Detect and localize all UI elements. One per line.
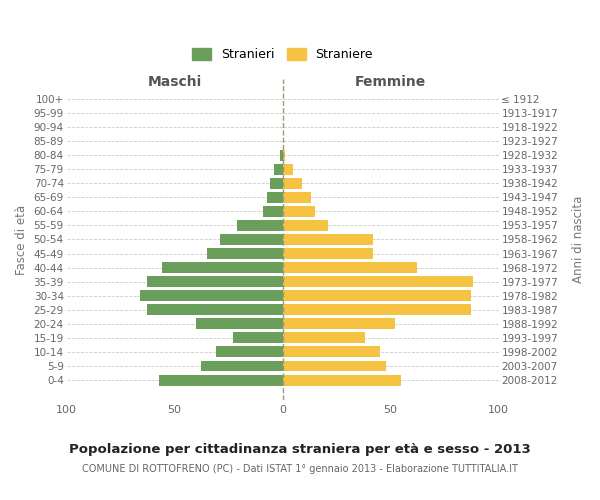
Bar [160, 374, 283, 386]
Bar [283, 276, 473, 287]
Bar [283, 262, 416, 273]
Bar [269, 178, 283, 188]
Bar [283, 248, 373, 259]
Bar [268, 192, 283, 203]
Bar [161, 262, 283, 273]
Bar [207, 248, 283, 259]
Bar [274, 164, 283, 174]
Bar [283, 374, 401, 386]
Bar [146, 276, 283, 287]
Bar [283, 206, 315, 217]
Bar [283, 150, 285, 160]
Bar [146, 304, 283, 315]
Bar [233, 332, 283, 344]
Bar [283, 234, 373, 245]
Bar [283, 332, 365, 344]
Bar [283, 178, 302, 188]
Bar [263, 206, 283, 217]
Bar [283, 192, 311, 203]
Bar [283, 304, 470, 315]
Text: Maschi: Maschi [148, 75, 202, 89]
Text: COMUNE DI ROTTOFRENO (PC) - Dati ISTAT 1° gennaio 2013 - Elaborazione TUTTITALIA: COMUNE DI ROTTOFRENO (PC) - Dati ISTAT 1… [82, 464, 518, 474]
Text: Femmine: Femmine [355, 75, 426, 89]
Bar [283, 290, 470, 301]
Bar [283, 318, 395, 330]
Bar [283, 346, 380, 358]
Bar [283, 220, 328, 231]
Y-axis label: Anni di nascita: Anni di nascita [572, 196, 585, 283]
Bar [283, 360, 386, 372]
Legend: Stranieri, Straniere: Stranieri, Straniere [187, 44, 378, 66]
Bar [215, 346, 283, 358]
Text: Popolazione per cittadinanza straniera per età e sesso - 2013: Popolazione per cittadinanza straniera p… [69, 442, 531, 456]
Bar [200, 360, 283, 372]
Bar [237, 220, 283, 231]
Bar [220, 234, 283, 245]
Bar [283, 164, 293, 174]
Y-axis label: Fasce di età: Fasce di età [15, 204, 28, 274]
Bar [140, 290, 283, 301]
Bar [280, 150, 283, 160]
Bar [196, 318, 283, 330]
